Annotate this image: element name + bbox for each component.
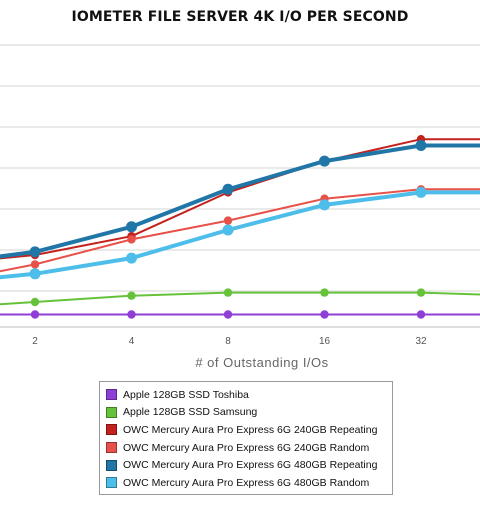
data-point <box>319 155 330 167</box>
series-line <box>0 143 480 259</box>
data-point <box>127 291 136 300</box>
legend-swatch <box>106 477 117 489</box>
legend-swatch <box>106 442 117 454</box>
legend-label: Apple 128GB SSD Toshiba <box>123 388 249 401</box>
line-chart: 2 4 8 16 32 # of Outstanding I/Os <box>0 44 480 370</box>
legend: Apple 128GB SSD Toshiba Apple 128GB SSD S… <box>99 381 393 495</box>
series-5 <box>0 140 480 259</box>
data-point <box>320 310 329 319</box>
series-2 <box>0 288 480 307</box>
series-line <box>0 190 480 280</box>
data-point <box>416 288 426 297</box>
legend-item: OWC Mercury Aura Pro Express 6G 480GB Ra… <box>106 474 392 492</box>
x-tick-label: 16 <box>319 336 331 347</box>
data-point <box>319 199 330 211</box>
legend-label: OWC Mercury Aura Pro Express 6G 240GB Re… <box>123 423 378 436</box>
legend-item: Apple 128GB SSD Samsung <box>106 404 392 422</box>
data-point <box>223 310 233 319</box>
legend-item: OWC Mercury Aura Pro Express 6G 240GB Ra… <box>106 439 392 457</box>
data-point <box>223 288 233 297</box>
legend-item: OWC Mercury Aura Pro Express 6G 480GB Re… <box>106 456 392 474</box>
series-1 <box>0 310 480 319</box>
x-axis-ticks: 2 4 8 16 32 <box>32 336 427 347</box>
x-tick-label: 2 <box>32 336 38 347</box>
data-point <box>415 140 427 151</box>
legend-swatch <box>106 459 117 471</box>
data-point <box>222 224 234 236</box>
x-tick-label: 4 <box>129 336 135 347</box>
legend-label: Apple 128GB SSD Samsung <box>123 406 258 419</box>
data-point <box>126 221 137 233</box>
legend-swatch <box>106 406 117 418</box>
legend-label: OWC Mercury Aura Pro Express 6G 480GB Re… <box>123 459 378 472</box>
x-axis-title: # of Outstanding I/Os <box>195 355 328 370</box>
series-line <box>0 138 480 260</box>
x-tick-label: 8 <box>225 336 231 347</box>
data-point <box>415 186 427 198</box>
legend-swatch <box>106 389 117 401</box>
data-point <box>30 310 40 319</box>
x-tick-label: 32 <box>415 336 427 347</box>
legend-label: OWC Mercury Aura Pro Express 6G 480GB Ra… <box>123 476 370 489</box>
data-point <box>29 268 41 280</box>
data-point <box>126 252 137 264</box>
legend-swatch <box>106 424 117 436</box>
data-point <box>223 216 233 225</box>
data-point <box>127 235 136 244</box>
data-point <box>222 183 234 195</box>
gridlines <box>0 44 480 328</box>
legend-item: Apple 128GB SSD Toshiba <box>106 386 392 404</box>
series-6 <box>0 186 480 280</box>
data-point <box>29 246 41 258</box>
series-line <box>0 291 480 306</box>
chart-title: IOMETER FILE SERVER 4K I/O PER SECOND <box>71 9 409 25</box>
series-4 <box>0 185 480 273</box>
data-point <box>30 297 40 307</box>
data-point <box>416 310 426 319</box>
series-lines <box>0 135 480 319</box>
legend-label: OWC Mercury Aura Pro Express 6G 240GB Ra… <box>123 441 370 454</box>
data-point <box>320 288 329 297</box>
series-3 <box>0 135 480 260</box>
data-point <box>30 260 40 269</box>
data-point <box>127 310 136 319</box>
legend-item: OWC Mercury Aura Pro Express 6G 240GB Re… <box>106 421 392 439</box>
